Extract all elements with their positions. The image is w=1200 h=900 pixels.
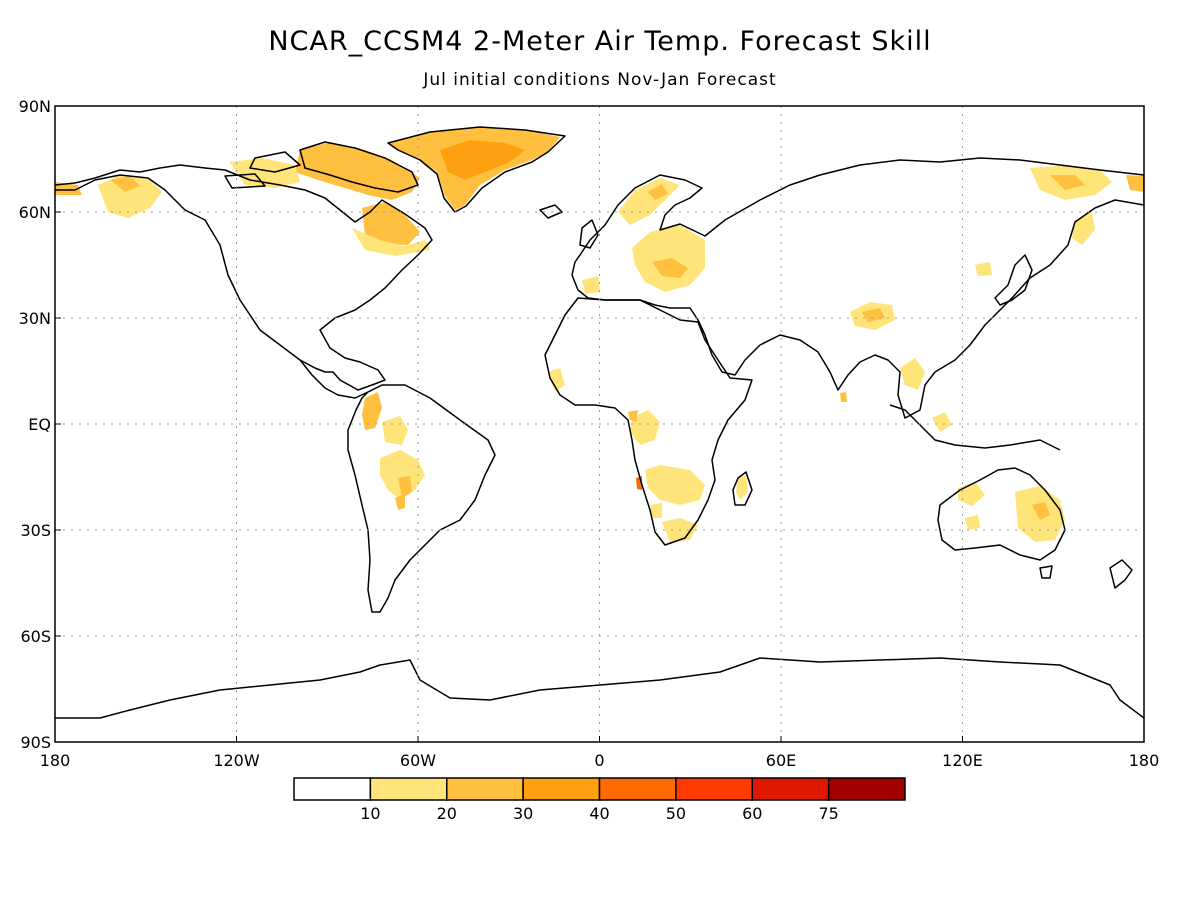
skill-region-alaska xyxy=(98,175,162,218)
skill-region-labrador-light xyxy=(352,228,430,256)
skill-region-japan-sea xyxy=(975,262,992,276)
lon-label: 0 xyxy=(594,751,604,770)
colorbar-swatch xyxy=(675,777,753,801)
skill-region-scandinavia-core xyxy=(648,184,668,200)
map-title: NCAR_CCSM4 2-Meter Air Temp. Forecast Sk… xyxy=(268,26,932,57)
lat-label: 30S xyxy=(20,521,51,540)
skill-region-iberia xyxy=(582,276,600,294)
skill-region-southern-africa xyxy=(645,465,705,505)
coastline-africa xyxy=(544,297,753,546)
colorbar-label: 40 xyxy=(589,804,609,823)
skill-region-labrador xyxy=(362,202,420,245)
coastline-british-isles xyxy=(579,219,599,249)
graticule xyxy=(55,106,1144,742)
skill-region-paraguay xyxy=(395,494,405,510)
skill-region-gulf-of-guinea xyxy=(630,410,660,445)
colorbar-swatch xyxy=(598,777,677,801)
lon-label: 60E xyxy=(766,751,796,770)
skill-region-borneo xyxy=(932,412,952,432)
lat-label: 60S xyxy=(20,627,51,646)
lon-label: 180 xyxy=(1129,751,1160,770)
skill-region-australia-southwest xyxy=(965,515,980,530)
coastline-indonesia xyxy=(889,404,1061,451)
skill-region-eastern-europe-core xyxy=(652,258,688,278)
skill-region-gulf-of-guinea-core xyxy=(628,410,638,422)
coastline-madagascar xyxy=(732,471,753,506)
lon-label: 180 xyxy=(40,751,71,770)
coastline-iceland xyxy=(539,204,563,219)
lat-label: EQ xyxy=(28,415,51,434)
skill-region-amazon xyxy=(382,416,408,445)
skill-region-angola xyxy=(650,503,662,518)
axis-ticks xyxy=(54,105,1145,743)
colorbar-swatch xyxy=(522,777,601,801)
coastline-south-america xyxy=(347,384,496,613)
skill-region-canadian-arctic-light xyxy=(230,158,300,188)
lat-label: 90S xyxy=(20,733,51,752)
skill-region-chukotka xyxy=(55,182,82,195)
colorbar-label: 50 xyxy=(666,804,686,823)
colorbar: 10 20 30 40 50 60 75 xyxy=(293,777,906,823)
coastlines xyxy=(55,126,1144,719)
lon-label: 120E xyxy=(942,751,983,770)
colorbar-label: 20 xyxy=(437,804,457,823)
skill-region-madagascar xyxy=(736,475,748,500)
coastline-australia xyxy=(937,467,1066,561)
colorbar-swatch xyxy=(293,777,372,801)
skill-region-ne-siberia-core xyxy=(1050,175,1085,190)
skill-region-bolivia-core xyxy=(398,476,412,498)
colorbar-swatch xyxy=(446,777,524,801)
skill-region-eastern-europe xyxy=(632,225,705,292)
skill-region-bolivia-brazil xyxy=(380,450,425,500)
lon-label: 120W xyxy=(213,751,260,770)
coastline-new-zealand xyxy=(1109,559,1133,589)
skill-region-canadian-arctic xyxy=(295,142,420,200)
skill-region-australia-east-core xyxy=(1032,502,1050,520)
skill-region-greenland-core xyxy=(440,140,525,180)
lat-label: 60N xyxy=(19,203,51,222)
colorbar-swatch xyxy=(827,777,906,801)
colorbar-label: 60 xyxy=(742,804,762,823)
coastline-japan xyxy=(994,254,1033,306)
colorbar-label: 75 xyxy=(818,804,838,823)
colorbar-swatch xyxy=(751,777,830,801)
lat-label: 30N xyxy=(19,309,51,328)
lat-label: 90N xyxy=(19,97,51,116)
coastline-greenland xyxy=(387,126,566,213)
skill-region-scandinavia xyxy=(618,178,680,225)
colorbar-label: 10 xyxy=(360,804,380,823)
coastline-tasmania xyxy=(1039,565,1053,579)
skill-region-indochina xyxy=(900,358,925,390)
skill-region-sri-lanka xyxy=(840,392,847,402)
skill-region-andes-north xyxy=(362,392,382,430)
skill-region-west-africa xyxy=(548,368,565,392)
colorbar-label: 30 xyxy=(513,804,533,823)
skill-region-australia-north xyxy=(958,482,985,506)
map-subtitle: Jul initial conditions Nov-Jan Forecast xyxy=(423,70,777,90)
skill-region-alaska-core xyxy=(110,176,140,192)
skill-region-far-east-edge xyxy=(1126,175,1144,192)
coastline-central-america xyxy=(299,359,369,399)
coastline-antarctica xyxy=(55,657,1144,719)
coastline-canadian-islands xyxy=(224,141,419,193)
lon-label: 60W xyxy=(400,751,436,770)
colorbar-swatch xyxy=(369,777,448,801)
coastline-eurasia xyxy=(571,157,1144,419)
skill-shading xyxy=(55,127,1144,542)
